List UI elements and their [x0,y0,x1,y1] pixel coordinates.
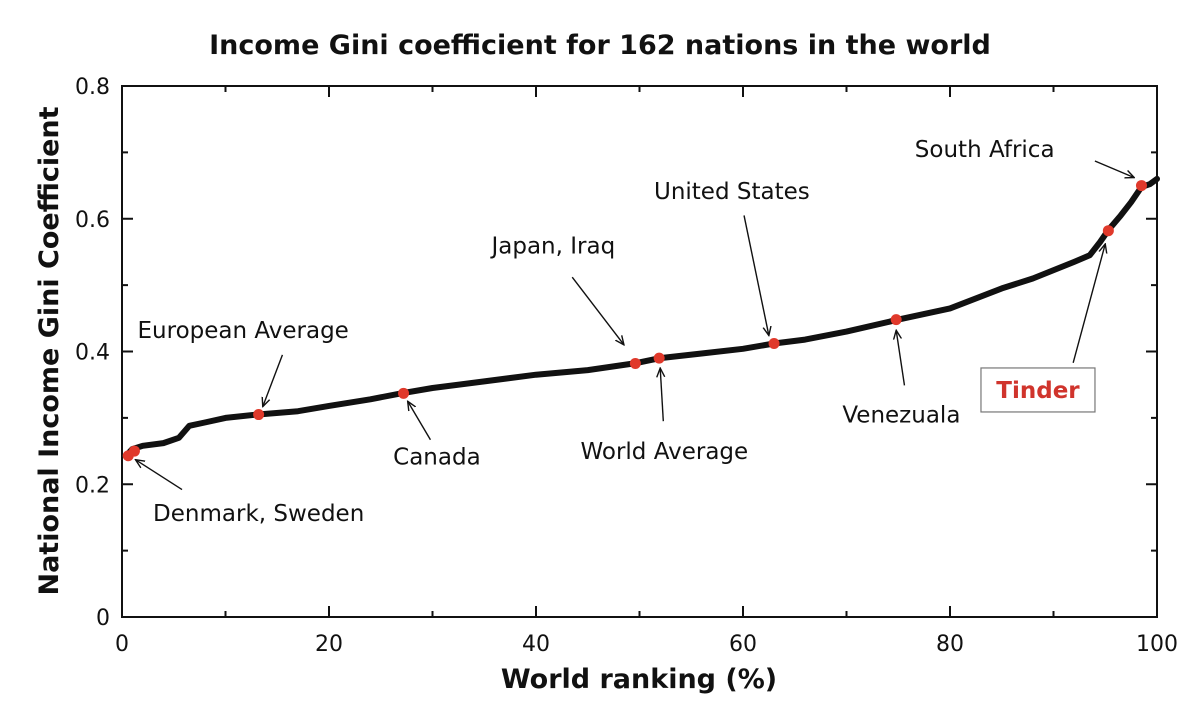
annotation-arrow [660,368,663,422]
data-point [890,314,902,326]
x-tick-label: 40 [522,632,550,657]
plot-frame [121,85,1158,618]
data-point [629,357,641,369]
x-axis-title: World ranking (%) [501,664,777,695]
y-axis-title: National Income Gini Coefficient [34,106,65,595]
tinder-label-box [980,367,1096,413]
annotation-label: South Africa [915,137,1055,163]
y-tick-label: 0.6 [75,208,110,233]
y-tick-label: 0.2 [75,473,110,498]
annotation-arrow [408,401,432,441]
x-tick-label: 60 [729,632,757,657]
highlighted-points [122,180,1147,462]
data-point [398,387,410,399]
data-point [128,445,140,457]
annotation-arrow [571,276,624,345]
annotation-arrow [896,330,906,386]
annotation-arrow [1072,244,1105,363]
tick-labels: 0 20 40 60 80 100 0 0.2 0.4 0.6 0.8 [75,75,1178,657]
annotation-label: United States [654,179,810,205]
annotation-label: Tinder [996,378,1080,404]
annotation-label: Canada [393,444,481,470]
annotation-label: European Average [138,318,349,344]
annotation-label: World Average [581,439,749,465]
data-point [253,409,265,421]
annotation-arrow [135,460,183,491]
annotation-arrow [1094,160,1134,178]
x-tick-label: 100 [1136,632,1178,657]
annotation-arrow [743,215,769,335]
data-point [1135,180,1147,192]
tick-marks [121,85,1158,618]
y-tick-label: 0.8 [75,75,110,100]
annotation-label: Venezuala [842,403,960,429]
chart-title: Income Gini coefficient for 162 nations … [209,30,991,61]
x-tick-label: 20 [315,632,343,657]
x-tick-label: 80 [936,632,964,657]
annotation-arrow [263,354,284,407]
annotations: Denmark, Sweden European Average Canada Jap… [135,137,1134,527]
data-point [1102,225,1114,237]
x-tick-label: 0 [115,632,129,657]
y-tick-label: 0 [96,606,110,631]
y-tick-label: 0.4 [75,341,110,366]
data-point [653,352,665,364]
data-point [768,338,780,350]
gini-curve-line [124,175,1160,458]
annotation-label: Japan, Iraq [489,233,615,259]
annotation-label: Denmark, Sweden [153,501,364,527]
